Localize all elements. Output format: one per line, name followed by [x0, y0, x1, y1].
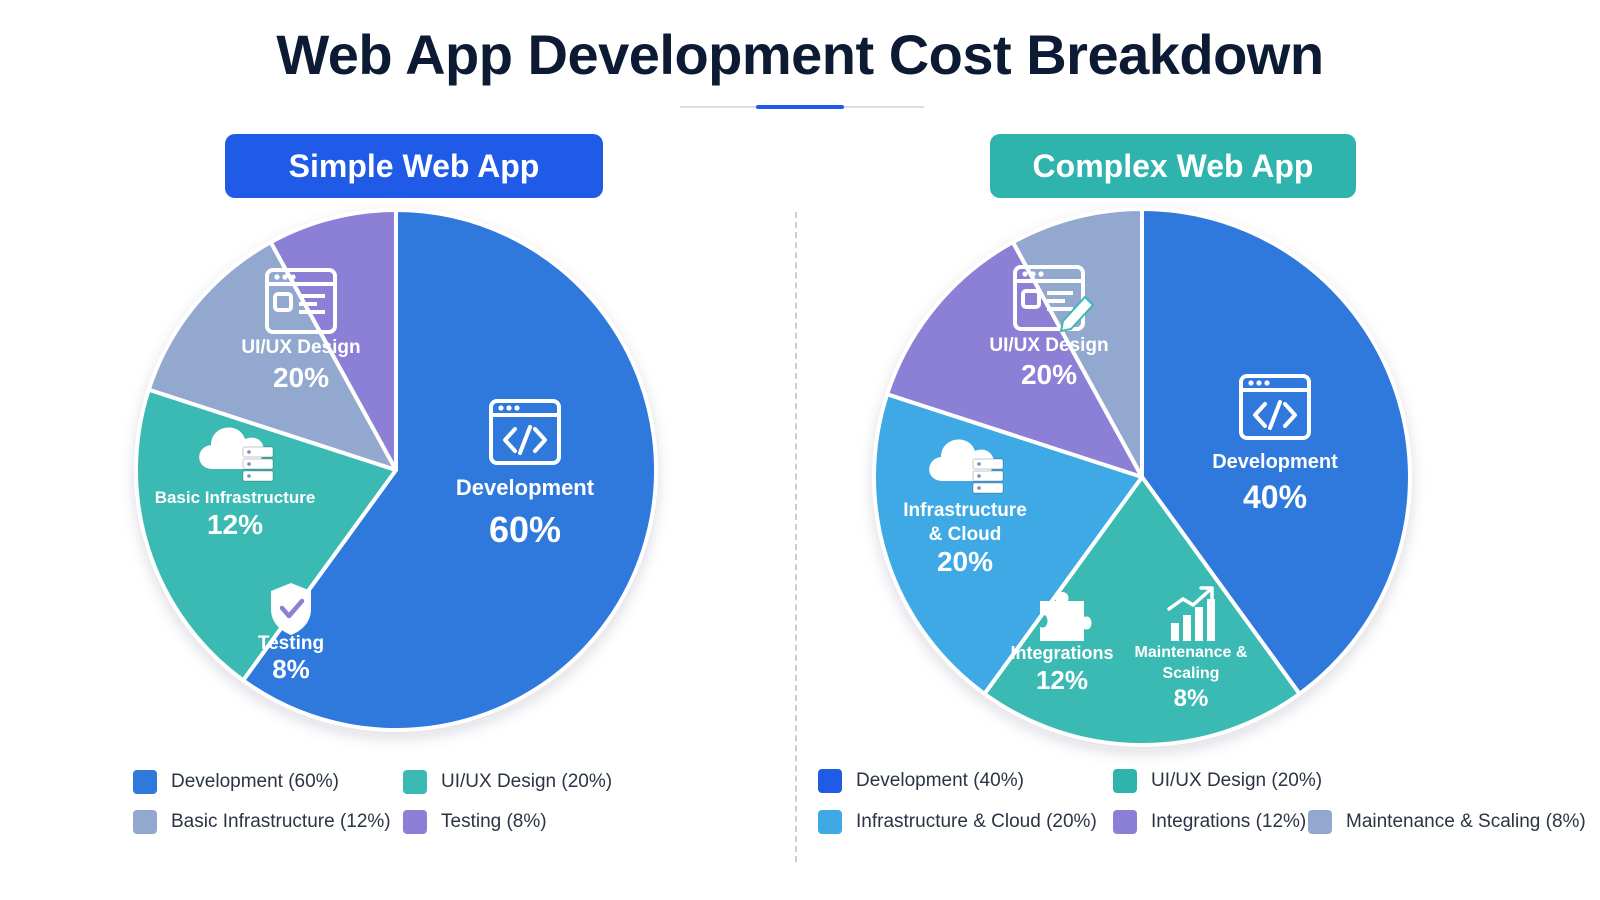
legend-item-infrastructure-cloud: Infrastructure & Cloud (20%)	[818, 810, 1097, 834]
pie-slice-maintenance-and-scaling	[1010, 207, 1144, 479]
slice-name-label: Development	[1212, 451, 1338, 473]
simple-app-badge: Simple Web App	[225, 134, 603, 198]
slice-name-label: Infrastructure	[903, 500, 1027, 521]
legend-label: Maintenance & Scaling (8%)	[1346, 811, 1586, 832]
legend-item-uiux: UI/UX Design (20%)	[403, 770, 612, 794]
slice-label-group-ui-ux-design: UI/UX Design 20%	[241, 268, 361, 393]
slice-value-label: 20%	[273, 362, 329, 393]
slice-value-label: 12%	[1036, 665, 1088, 695]
cloud-server-icon	[199, 427, 274, 482]
complex-app-legend: Development (40%) UI/UX Design (20%) Inf…	[818, 769, 1586, 849]
legend-item-development: Development (40%)	[818, 769, 1024, 793]
legend-swatch	[1308, 810, 1332, 834]
legend-swatch	[1113, 769, 1137, 793]
slice-label-group-ui-ux-design: UI/UX Design 20%	[989, 265, 1109, 390]
cloud-server-icon	[929, 439, 1004, 494]
legend-label: Basic Infrastructure (12%)	[171, 811, 391, 832]
legend-label: Development (40%)	[856, 770, 1024, 791]
slice-label-group-basic-infrastructure: Basic Infrastructure 12%	[155, 427, 316, 540]
legend-label: Infrastructure & Cloud (20%)	[856, 811, 1097, 832]
code-window-icon	[1239, 374, 1311, 440]
legend-item-development: Development (60%)	[133, 770, 339, 794]
legend-swatch	[133, 810, 157, 834]
legend-swatch	[133, 770, 157, 794]
complex-app-badge: Complex Web App	[990, 134, 1356, 198]
legend-item-uiux: UI/UX Design (20%)	[1113, 769, 1322, 793]
slice-value-label: 8%	[1174, 685, 1209, 712]
legend-item-maintenance-scaling: Maintenance & Scaling (8%)	[1308, 810, 1586, 834]
legend-label: UI/UX Design (20%)	[1151, 770, 1323, 791]
puzzle-icon	[1040, 592, 1092, 641]
slice-name-label: Basic Infrastructure	[155, 488, 316, 507]
slice-name-label: UI/UX Design	[241, 337, 360, 358]
legend-swatch	[403, 810, 427, 834]
slice-value-label: 20%	[1021, 359, 1077, 390]
legend-swatch	[403, 770, 427, 794]
legend-label: Integrations (12%)	[1151, 811, 1307, 832]
legend-swatch	[1113, 810, 1137, 834]
title-accent-bar	[756, 105, 844, 109]
slice-value-label: 40%	[1243, 479, 1307, 515]
slice-label-group-development: Development 60%	[456, 399, 595, 550]
pie-slice-development	[241, 208, 658, 732]
pie-slice-integrations	[885, 240, 1144, 479]
legend-label: UI/UX Design (20%)	[441, 771, 613, 792]
legend-label: Testing (8%)	[441, 811, 547, 832]
slice-value-label: 60%	[489, 509, 561, 550]
legend-item-basic-infrastructure: Basic Infrastructure (12%)	[133, 810, 391, 834]
slice-value-label: 12%	[207, 509, 263, 540]
slice-name-label: Integrations	[1010, 643, 1113, 663]
slice-name-label: Scaling	[1163, 665, 1220, 682]
slice-value-label: 8%	[272, 654, 310, 684]
shield-check-icon	[271, 583, 311, 635]
legend-item-integrations: Integrations (12%)	[1113, 810, 1306, 834]
slice-label-group-maintenance-and-scaling: Maintenance & Scaling 8%	[1135, 586, 1248, 712]
panel-divider	[795, 212, 797, 862]
legend-swatch	[818, 810, 842, 834]
slice-name-label: & Cloud	[929, 524, 1002, 545]
legend-item-testing: Testing (8%)	[403, 810, 547, 834]
slice-label-group-development: Development 40%	[1212, 374, 1338, 515]
slice-name-label: Testing	[258, 633, 324, 654]
pie-slice-basic-infrastructure	[146, 240, 398, 472]
pie-slice-development	[1140, 207, 1412, 696]
simple-app-pie-chart: Development 60% UI/UX Design 20% Basic Infra…	[134, 208, 658, 732]
code-window-icon	[489, 399, 561, 465]
slice-name-label: Maintenance &	[1135, 644, 1248, 661]
design-window-icon	[265, 268, 337, 334]
slice-name-label: UI/UX Design	[989, 335, 1108, 356]
design-edit-icon	[1013, 265, 1095, 333]
pie-slice-ui-ux-design	[982, 475, 1302, 747]
legend-swatch	[818, 769, 842, 793]
slice-value-label: 20%	[937, 546, 993, 577]
simple-app-legend: Development (60%) UI/UX Design (20%) Bas…	[133, 770, 733, 850]
pie-slice-testing	[268, 208, 398, 472]
slice-name-label: Development	[456, 475, 595, 500]
page-title: Web App Development Cost Breakdown	[276, 23, 1324, 86]
growth-chart-icon	[1167, 586, 1215, 641]
legend-label: Development (60%)	[171, 771, 339, 792]
